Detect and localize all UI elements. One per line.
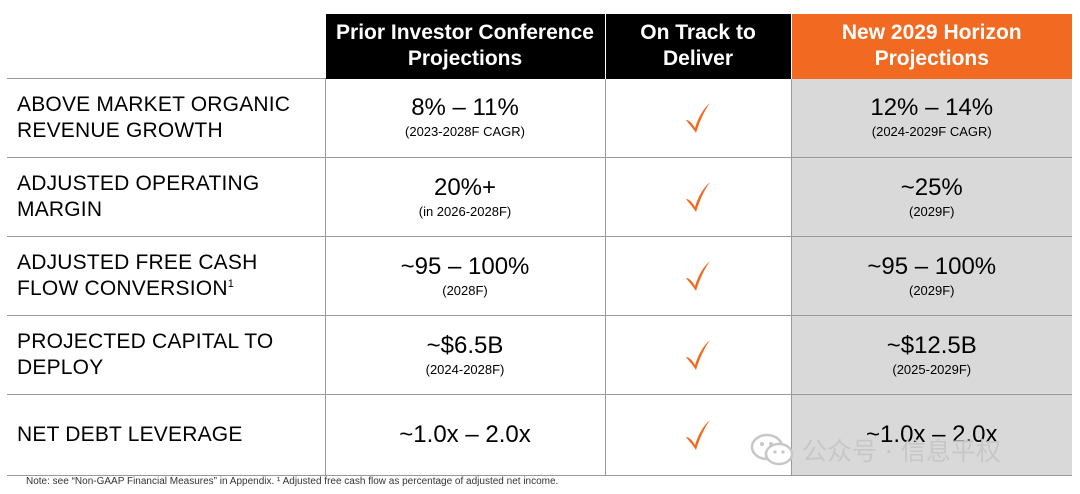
metric-label: ABOVE MARKET ORGANIC REVENUE GROWTH <box>7 78 325 158</box>
new-value: 12% – 14% <box>870 94 994 122</box>
prior-cell: ~1.0x – 2.0x <box>324 394 605 476</box>
prior-value: ~$6.5B <box>426 331 504 359</box>
checkmark-icon <box>686 102 710 133</box>
prior-value: 20%+ <box>433 173 497 201</box>
prior-value: ~95 – 100% <box>400 252 530 280</box>
prior-cell: 20%+ (in 2026-2028F) <box>324 157 605 237</box>
table-row: ABOVE MARKET ORGANIC REVENUE GROWTH 8% –… <box>7 78 1072 158</box>
checkmark-icon <box>686 182 710 212</box>
new-cell: ~95 – 100% (2029F) <box>790 236 1072 316</box>
new-value: ~95 – 100% <box>867 252 997 280</box>
prior-cell: 8% – 11% (2023-2028F CAGR) <box>324 78 605 158</box>
prior-note: (2023-2028F CAGR) <box>405 124 525 140</box>
projections-table: Prior Investor Conference Projections On… <box>7 14 1072 476</box>
table-row: PROJECTED CAPITAL TO DEPLOY ~$6.5B (2024-… <box>7 315 1072 395</box>
ontrack-cell <box>604 315 791 395</box>
new-note: (2029F) <box>908 203 955 219</box>
new-cell: ~$12.5B (2025-2029F) <box>790 315 1072 395</box>
checkmark-icon <box>686 261 710 291</box>
projections-table-container: Prior Investor Conference Projections On… <box>7 14 1072 476</box>
footnote: Note: see “Non-GAAP Financial Measures” … <box>26 476 559 487</box>
prior-note: (in 2026-2028F) <box>418 203 512 219</box>
metric-label: ADJUSTED FREE CASH FLOW CONVERSION1 <box>7 236 325 316</box>
new-cell: ~25% (2029F) <box>790 157 1072 237</box>
header-blank <box>7 14 325 79</box>
table-body: ABOVE MARKET ORGANIC REVENUE GROWTH 8% –… <box>7 78 1072 476</box>
new-note: (2025-2029F) <box>892 361 972 377</box>
new-value: ~25% <box>900 173 963 201</box>
new-value: ~$12.5B <box>886 331 977 359</box>
prior-value: 8% – 11% <box>411 94 519 122</box>
ontrack-cell <box>604 78 791 158</box>
new-cell: ~1.0x – 2.0x <box>790 394 1072 476</box>
watermark-text: 公众号 · 信息平权 <box>802 437 1001 466</box>
table-row: ADJUSTED OPERATING MARGIN 20%+ (in 2026-2… <box>7 157 1072 237</box>
new-cell: 12% – 14% (2024-2029F CAGR) <box>790 78 1072 158</box>
metric-label: PROJECTED CAPITAL TO DEPLOY <box>7 315 325 395</box>
header-prior-projections: Prior Investor Conference Projections <box>324 14 605 79</box>
table-row: NET DEBT LEVERAGE ~1.0x – 2.0x ~1.0x – 2… <box>7 394 1072 476</box>
prior-value: ~1.0x – 2.0x <box>399 421 531 448</box>
checkmark-icon <box>686 420 710 450</box>
watermark: 公众号 · 信息平权 <box>750 430 1001 470</box>
header-new-projections: New 2029 Horizon Projections <box>790 14 1072 79</box>
table-header-row: Prior Investor Conference Projections On… <box>7 14 1072 79</box>
prior-note: (2024-2028F) <box>425 361 505 377</box>
metric-label: ADJUSTED OPERATING MARGIN <box>7 157 325 237</box>
prior-cell: ~$6.5B (2024-2028F) <box>324 315 605 395</box>
wechat-icon <box>750 433 794 466</box>
table-row: ADJUSTED FREE CASH FLOW CONVERSION1 ~95 … <box>7 236 1072 316</box>
metric-label: NET DEBT LEVERAGE <box>7 394 325 476</box>
checkmark-icon <box>686 340 710 370</box>
new-note: (2024-2029F CAGR) <box>871 124 992 140</box>
new-note: (2029F) <box>908 282 955 298</box>
new-value: ~1.0x – 2.0x <box>866 421 998 448</box>
header-on-track: On Track to Deliver <box>604 14 791 79</box>
ontrack-cell <box>604 236 791 316</box>
prior-note: (2028F) <box>442 282 488 298</box>
ontrack-cell <box>604 157 791 237</box>
prior-cell: ~95 – 100% (2028F) <box>324 236 605 316</box>
footnote-marker: 1 <box>227 278 235 290</box>
